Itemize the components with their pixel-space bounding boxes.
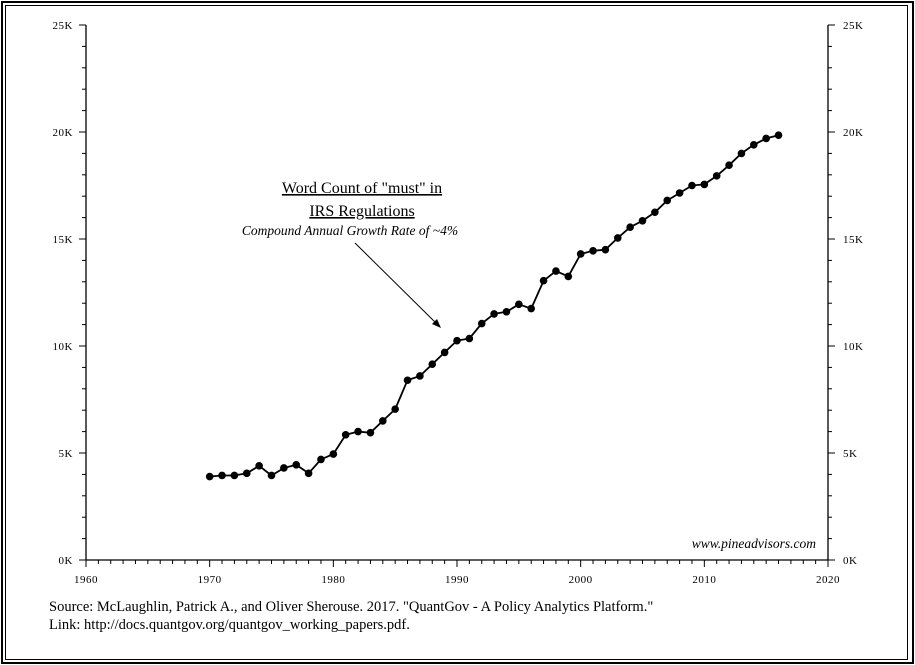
data-point <box>292 460 301 469</box>
data-point <box>725 161 733 169</box>
data-point <box>354 427 362 436</box>
data-point <box>379 417 387 425</box>
data-point <box>774 131 783 140</box>
data-point <box>750 141 758 149</box>
source-caption: Source: McLaughlin, Patrick A., and Oliv… <box>49 599 654 615</box>
data-point <box>329 450 338 458</box>
chart-tick-labels: 1960 1970 1980 1990 2000 2010 20200K5K10K15K20… <box>53 20 863 586</box>
source-link: Link: http://docs.quantgov.org/quantgov_… <box>49 617 410 633</box>
series-points-group <box>205 131 783 481</box>
data-point <box>539 276 548 285</box>
data-point <box>391 405 399 413</box>
data-point <box>552 267 560 275</box>
chart-subtitle: Compound Annual Growth Rate of ~4% <box>242 223 458 238</box>
data-point <box>428 360 437 368</box>
data-point <box>304 469 313 478</box>
data-point <box>477 319 486 328</box>
y-left-tick-label: 15K <box>53 234 73 246</box>
data-point <box>440 348 449 357</box>
data-point <box>675 189 684 197</box>
data-point <box>564 272 573 281</box>
data-point <box>453 336 461 345</box>
annotation-arrow <box>354 242 441 328</box>
data-point <box>502 307 511 316</box>
chart-axes <box>85 25 829 561</box>
data-point <box>626 223 634 232</box>
x-tick-label: 2020 <box>816 574 840 586</box>
data-point <box>490 310 498 318</box>
y-left-tick-label: 10K <box>53 341 73 353</box>
data-point <box>651 208 659 217</box>
x-tick-label: 1960 <box>74 574 98 586</box>
x-tick-label: 1980 <box>321 574 345 586</box>
data-point <box>205 472 214 481</box>
x-tick-label: 2010 <box>692 574 716 586</box>
data-point <box>366 428 375 437</box>
data-point <box>663 196 672 205</box>
data-point <box>712 172 721 180</box>
y-left-tick-label: 25K <box>53 20 73 32</box>
data-point <box>465 334 474 343</box>
data-point <box>317 455 325 464</box>
chart-title-line-1: Word Count of "must" in <box>282 180 442 197</box>
chart-title-line-2: IRS Regulations <box>309 203 414 220</box>
data-point <box>589 246 597 255</box>
data-point <box>737 149 746 158</box>
data-point <box>762 134 770 143</box>
y-left-tick-label: 0K <box>59 555 73 567</box>
y-right-tick-label: 15K <box>843 234 863 246</box>
y-right-tick-label: 0K <box>843 555 857 567</box>
inner-frame <box>5 5 908 660</box>
x-tick-label: 1990 <box>445 574 469 586</box>
data-point <box>218 471 226 480</box>
y-right-tick-label: 5K <box>843 448 857 460</box>
data-point <box>613 234 622 242</box>
data-point <box>527 304 535 313</box>
y-right-tick-label: 10K <box>843 341 863 353</box>
data-point <box>638 217 647 225</box>
data-point <box>403 376 412 385</box>
data-point <box>688 181 696 190</box>
data-point <box>230 471 239 480</box>
data-point <box>280 464 288 472</box>
y-right-tick-label: 20K <box>843 127 863 139</box>
y-left-tick-label: 5K <box>59 448 73 460</box>
data-point <box>576 250 585 258</box>
data-point <box>242 469 251 478</box>
data-point <box>255 462 263 470</box>
watermark-text: www.pineadvisors.com <box>692 536 816 551</box>
y-right-tick-label: 25K <box>843 20 863 32</box>
data-point <box>416 372 424 380</box>
data-point <box>700 180 709 189</box>
x-tick-label: 2000 <box>569 574 593 586</box>
data-point <box>515 300 523 309</box>
x-tick-label: 1970 <box>198 574 222 586</box>
y-left-tick-label: 20K <box>53 127 73 139</box>
data-point <box>601 245 610 254</box>
chart-ticks <box>79 24 835 567</box>
data-point <box>267 471 276 480</box>
data-point <box>341 431 350 439</box>
